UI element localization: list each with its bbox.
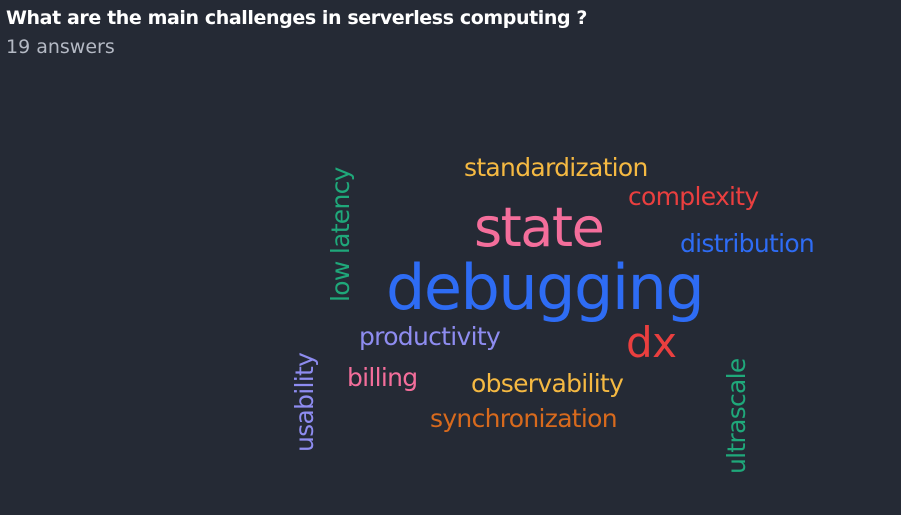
word-standardization: standardization [464, 153, 648, 182]
word-observability: observability [471, 369, 624, 398]
word-debugging: debugging [386, 251, 705, 324]
question-title: What are the main challenges in serverle… [6, 7, 588, 29]
word-distribution: distribution [680, 229, 815, 258]
word-productivity: productivity [359, 322, 501, 351]
word-usability: usability [290, 352, 319, 452]
word-dx: dx [626, 318, 677, 367]
word-billing: billing [347, 363, 418, 392]
word-low-latency: low latency [326, 167, 355, 302]
word-ultrascale: ultrascale [722, 358, 751, 474]
word-complexity: complexity [628, 182, 759, 211]
word-state: state [474, 196, 605, 259]
word-synchronization: synchronization [430, 404, 618, 433]
answers-count: 19 answers [6, 36, 115, 58]
